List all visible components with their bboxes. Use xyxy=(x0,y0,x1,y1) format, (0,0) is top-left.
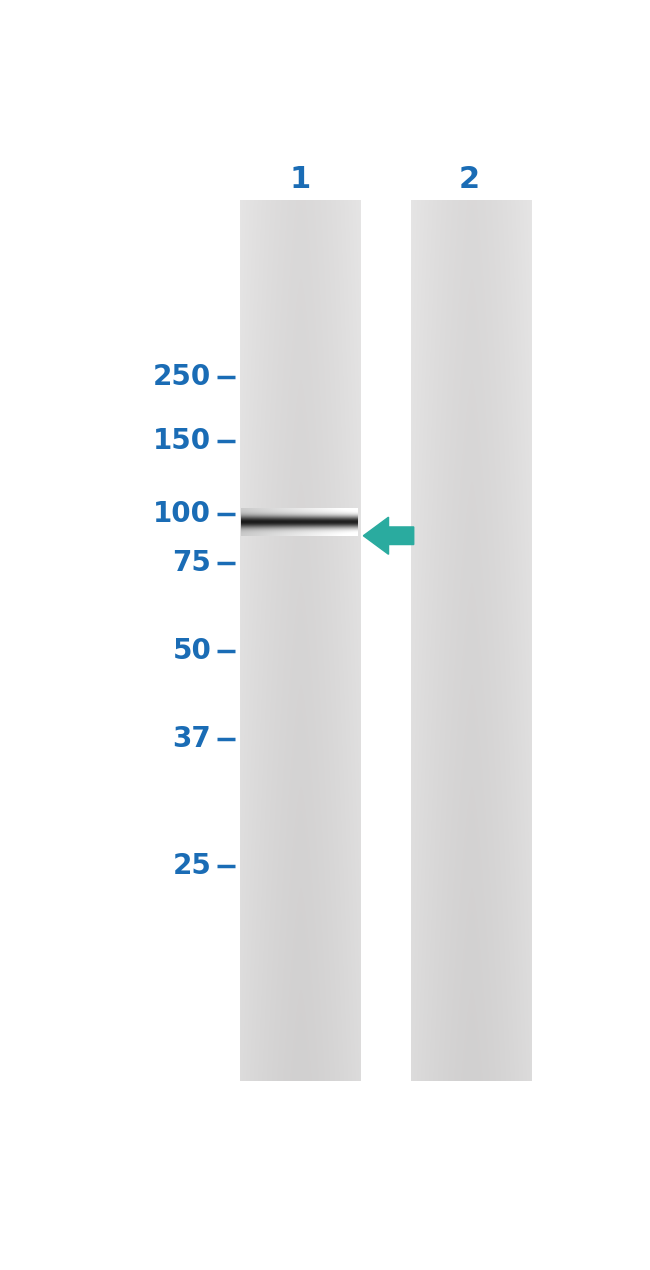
Text: 37: 37 xyxy=(172,725,211,753)
Text: 150: 150 xyxy=(153,427,211,455)
Text: 25: 25 xyxy=(172,852,211,880)
Text: 75: 75 xyxy=(172,549,211,577)
Text: 1: 1 xyxy=(290,165,311,194)
FancyArrow shape xyxy=(363,517,414,554)
Text: 50: 50 xyxy=(172,638,211,665)
Text: 250: 250 xyxy=(153,363,211,391)
Text: 2: 2 xyxy=(459,165,480,194)
Text: 100: 100 xyxy=(153,500,211,528)
